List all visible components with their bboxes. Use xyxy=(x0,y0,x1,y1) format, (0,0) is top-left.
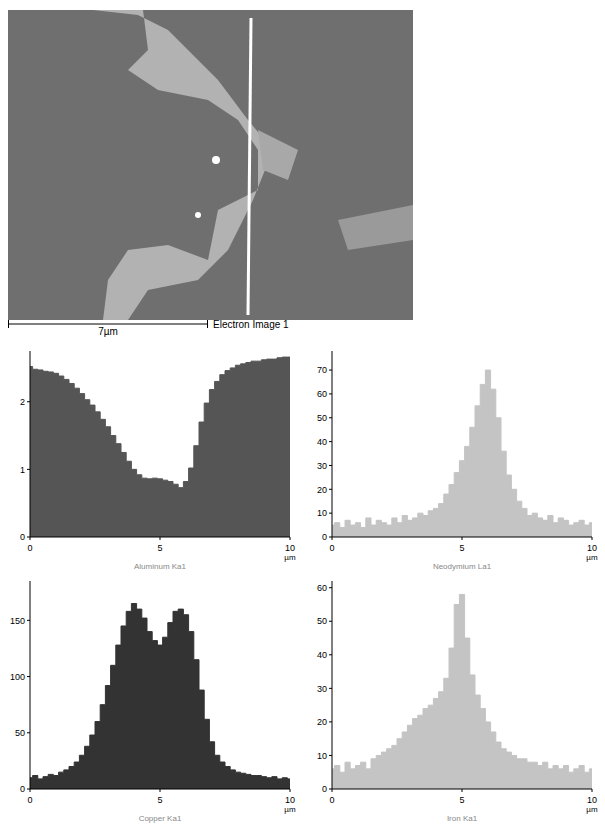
svg-text:0: 0 xyxy=(27,795,32,805)
svg-text:5: 5 xyxy=(157,543,162,553)
svg-text:Copper Ka1: Copper Ka1 xyxy=(139,814,182,823)
svg-text:60: 60 xyxy=(317,389,327,399)
svg-text:Neodymium La1: Neodymium La1 xyxy=(433,562,492,571)
svg-text:µm: µm xyxy=(284,553,296,562)
svg-text:µm: µm xyxy=(284,805,296,814)
svg-text:7µm: 7µm xyxy=(98,326,118,337)
svg-text:0: 0 xyxy=(329,795,334,805)
svg-text:5: 5 xyxy=(459,543,464,553)
svg-text:40: 40 xyxy=(317,650,327,660)
svg-text:µm: µm xyxy=(586,805,598,814)
svg-text:0: 0 xyxy=(20,784,25,794)
svg-text:Aluminum Ka1: Aluminum Ka1 xyxy=(134,562,187,571)
svg-text:60: 60 xyxy=(317,583,327,593)
svg-text:10: 10 xyxy=(587,543,597,553)
svg-text:0: 0 xyxy=(20,532,25,542)
svg-text:20: 20 xyxy=(317,485,327,495)
svg-text:40: 40 xyxy=(317,437,327,447)
svg-text:2: 2 xyxy=(20,397,25,407)
svg-text:50: 50 xyxy=(15,728,25,738)
svg-text:10: 10 xyxy=(285,795,295,805)
svg-text:5: 5 xyxy=(157,795,162,805)
svg-text:150: 150 xyxy=(10,616,25,626)
svg-text:30: 30 xyxy=(317,684,327,694)
svg-text:µm: µm xyxy=(586,553,598,562)
svg-text:1: 1 xyxy=(20,465,25,475)
svg-text:Electron Image 1: Electron Image 1 xyxy=(213,319,289,330)
svg-text:100: 100 xyxy=(10,672,25,682)
svg-text:10: 10 xyxy=(317,751,327,761)
svg-text:Iron Ka1: Iron Ka1 xyxy=(447,814,478,823)
svg-text:50: 50 xyxy=(317,413,327,423)
svg-text:0: 0 xyxy=(322,532,327,542)
svg-text:10: 10 xyxy=(285,543,295,553)
svg-text:0: 0 xyxy=(27,543,32,553)
svg-text:10: 10 xyxy=(317,508,327,518)
svg-text:10: 10 xyxy=(587,795,597,805)
svg-text:30: 30 xyxy=(317,461,327,471)
svg-text:0: 0 xyxy=(322,784,327,794)
svg-text:0: 0 xyxy=(329,543,334,553)
svg-text:70: 70 xyxy=(317,365,327,375)
svg-text:5: 5 xyxy=(459,795,464,805)
svg-text:20: 20 xyxy=(317,717,327,727)
svg-text:50: 50 xyxy=(317,616,327,626)
